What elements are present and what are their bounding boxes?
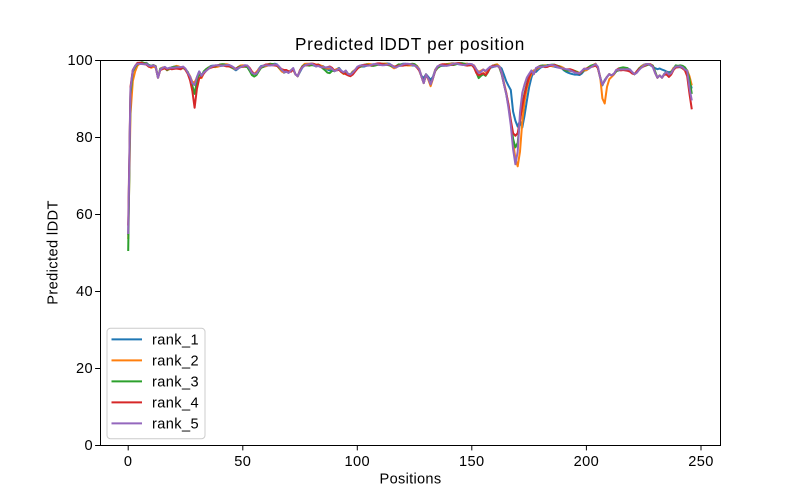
svg-text:rank_2: rank_2	[152, 354, 199, 370]
svg-text:40: 40	[76, 284, 93, 300]
svg-text:20: 20	[76, 361, 93, 377]
svg-text:100: 100	[67, 53, 93, 69]
svg-text:60: 60	[76, 207, 93, 223]
svg-text:Predicted lDDT: Predicted lDDT	[46, 200, 62, 305]
svg-text:rank_4: rank_4	[152, 396, 199, 412]
svg-text:rank_5: rank_5	[152, 417, 199, 433]
svg-text:250: 250	[688, 454, 714, 470]
svg-text:Predicted lDDT per position: Predicted lDDT per position	[295, 34, 525, 54]
svg-text:0: 0	[84, 438, 93, 454]
svg-text:80: 80	[76, 130, 93, 146]
svg-text:rank_1: rank_1	[152, 333, 199, 349]
svg-text:150: 150	[459, 454, 485, 470]
svg-text:Positions: Positions	[380, 472, 442, 488]
svg-text:100: 100	[345, 454, 371, 470]
svg-text:50: 50	[234, 454, 251, 470]
svg-text:rank_3: rank_3	[152, 375, 199, 391]
svg-text:200: 200	[574, 454, 600, 470]
svg-text:0: 0	[124, 454, 133, 470]
